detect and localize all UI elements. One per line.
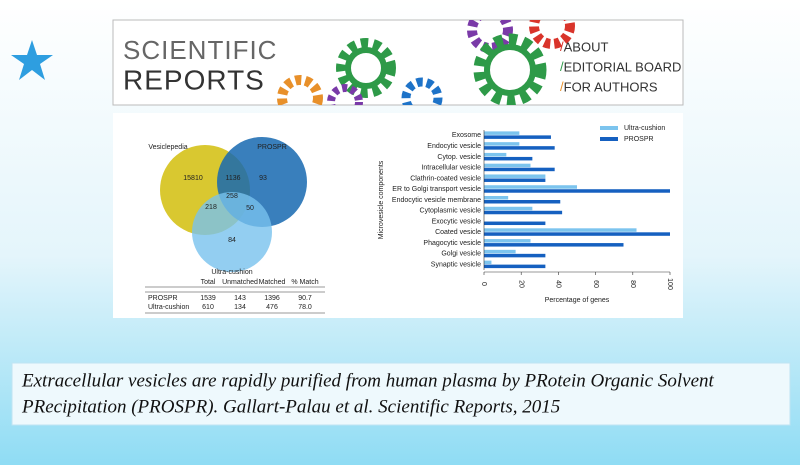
bar xyxy=(484,178,546,182)
bar xyxy=(484,156,533,161)
table-header: Unmatched xyxy=(222,279,258,286)
table-cell: 143 xyxy=(234,295,246,302)
legend-swatch xyxy=(600,137,618,141)
venn-count: 258 xyxy=(226,193,238,200)
table-header: Matched xyxy=(259,279,286,286)
table-cell: Ultra-cushion xyxy=(148,304,189,311)
bar xyxy=(484,206,533,211)
y-tick-label: Endocytic vesicle membrane xyxy=(392,197,481,204)
table-cell: 134 xyxy=(234,304,246,311)
bar xyxy=(484,146,555,150)
table-cell: 1396 xyxy=(264,295,280,302)
bar xyxy=(484,260,492,265)
venn-count: 84 xyxy=(228,237,236,244)
venn-count: 1136 xyxy=(225,175,240,182)
bar xyxy=(484,142,520,146)
table-header: % Match xyxy=(291,279,318,286)
bar xyxy=(484,152,507,157)
venn-label: Vesiclepedia xyxy=(148,144,187,151)
venn-count: 50 xyxy=(246,205,254,212)
y-tick-label: Synaptic vesicle xyxy=(431,261,481,268)
x-axis-label: Percentage of genes xyxy=(545,297,610,304)
y-tick-label: Exocytic vesicle xyxy=(432,218,482,225)
bar xyxy=(484,189,670,193)
table-cell: 90.7 xyxy=(298,295,312,302)
bar xyxy=(484,239,531,243)
x-tick-label: 60 xyxy=(592,280,599,288)
bar xyxy=(484,228,637,232)
caption-box xyxy=(11,362,791,426)
nav-link[interactable]: /ABOUT xyxy=(560,39,608,54)
y-tick-label: Coated vesicle xyxy=(435,229,481,236)
nav-link[interactable]: /FOR AUTHORS xyxy=(560,79,658,94)
bar xyxy=(484,232,670,236)
bar xyxy=(484,264,546,269)
y-tick-label: Cytop. vesicle xyxy=(437,154,481,161)
gears xyxy=(277,20,575,105)
bar xyxy=(484,210,563,215)
y-tick-label: Intracellular vesicle xyxy=(421,165,481,172)
y-tick-label: Phagocytic vesicle xyxy=(423,240,481,247)
y-axis-label: Microvesicle components xyxy=(378,160,385,239)
venn-count: 93 xyxy=(259,175,267,182)
bar xyxy=(484,185,577,189)
table-header: Total xyxy=(201,279,216,286)
star-icon xyxy=(11,40,53,80)
table-cell: 610 xyxy=(202,304,214,311)
legend-label: Ultra-cushion xyxy=(624,125,665,132)
bar xyxy=(484,131,520,135)
venn-count: 218 xyxy=(205,204,217,211)
bar xyxy=(484,196,509,200)
header-band xyxy=(112,19,684,106)
bar xyxy=(484,221,546,226)
x-tick-label: 100 xyxy=(666,278,673,290)
table-cell: PROSPR xyxy=(148,295,178,302)
y-tick-label: Golgi vesicle xyxy=(441,251,481,258)
logo-line: SCIENTIFIC xyxy=(123,35,277,65)
bar xyxy=(484,167,555,172)
table-cell: 476 xyxy=(266,304,278,311)
venn-label: PROSPR xyxy=(257,144,287,151)
bar xyxy=(484,200,561,204)
venn-set xyxy=(192,192,272,272)
y-tick-label: Clathrin-coated vesicle xyxy=(410,175,481,182)
table-cell: 78.0 xyxy=(298,304,312,311)
caption-line: PRecipitation (PROSPR). Gallart-Palau et… xyxy=(21,396,560,417)
y-tick-label: Endocytic vesicle xyxy=(427,143,481,150)
caption-line: Extracellular vesicles are rapidly purif… xyxy=(21,370,715,391)
venn-count: 15810 xyxy=(183,175,203,182)
bar xyxy=(484,174,546,178)
legend-label: PROSPR xyxy=(624,136,654,143)
bar xyxy=(484,163,531,168)
bar xyxy=(484,135,551,139)
nav-link[interactable]: /EDITORIAL BOARD xyxy=(560,59,681,74)
x-tick-label: 0 xyxy=(480,282,487,286)
y-tick-label: Cytoplasmic vesicle xyxy=(420,208,482,215)
bar xyxy=(484,253,546,258)
x-tick-label: 40 xyxy=(555,280,562,288)
venn-label: Ultra-cushion xyxy=(211,269,252,276)
y-tick-label: Exosome xyxy=(452,132,481,139)
legend-swatch xyxy=(600,126,618,130)
x-tick-label: 20 xyxy=(517,280,524,288)
table-cell: 1539 xyxy=(200,295,216,302)
bar xyxy=(484,249,516,254)
logo-line: REPORTS xyxy=(123,64,265,95)
x-tick-label: 80 xyxy=(629,280,636,288)
y-tick-label: ER to Golgi transport vesicle xyxy=(392,186,481,193)
bar xyxy=(484,243,624,247)
